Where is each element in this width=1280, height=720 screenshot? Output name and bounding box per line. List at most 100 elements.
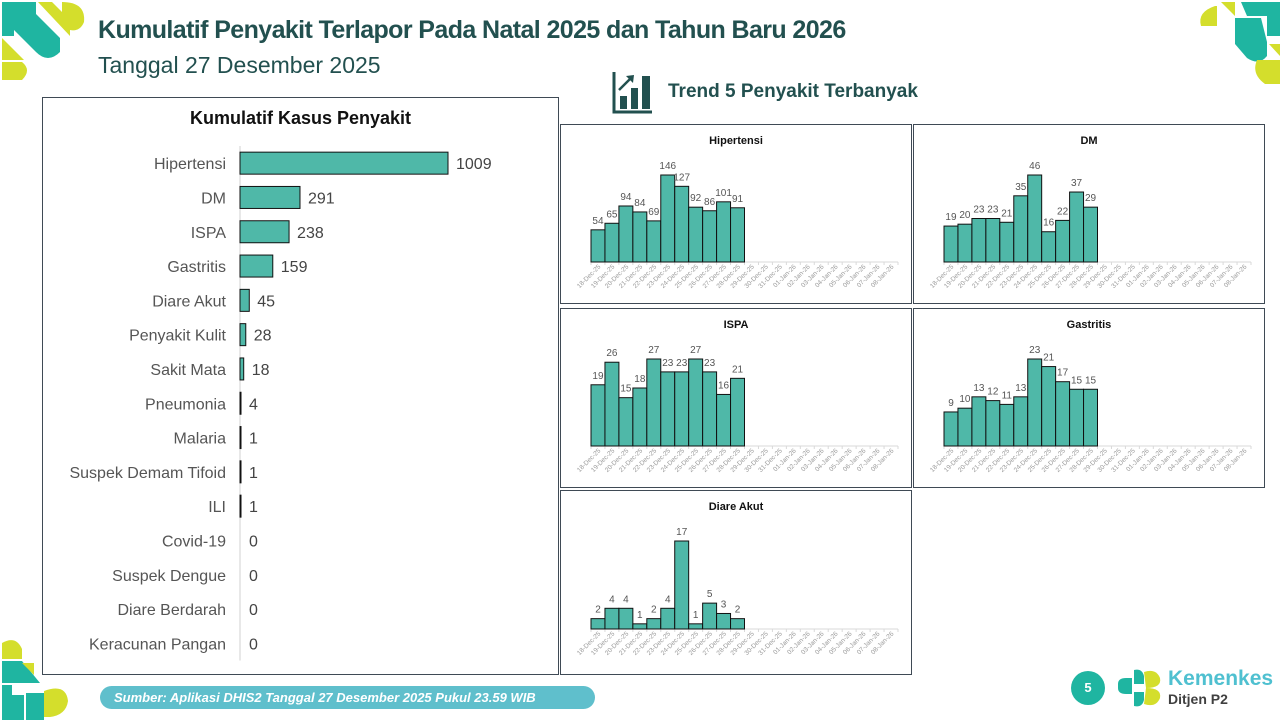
bar bbox=[239, 460, 242, 484]
bar bbox=[660, 174, 676, 263]
brand-name: Kemenkes bbox=[1168, 667, 1274, 690]
bar bbox=[688, 206, 704, 263]
trend-chart-title: Diare Akut bbox=[708, 501, 764, 513]
bar bbox=[957, 407, 973, 447]
bar bbox=[1069, 191, 1085, 263]
data-label: 21 bbox=[1043, 353, 1055, 364]
bar bbox=[239, 323, 247, 347]
category-label: Malaria bbox=[174, 431, 227, 448]
bar bbox=[1041, 231, 1057, 263]
bar bbox=[604, 361, 620, 447]
bar bbox=[674, 540, 690, 630]
bar bbox=[716, 612, 732, 630]
trend-chart-hipertensi-plot: 18-Dec-2519-Dec-2520-Dec-2521-Dec-2522-D… bbox=[576, 161, 899, 290]
trend-chart-hipertensi: Hipertensi 18-Dec-25 19-Dec-25 20-Dec-25 21… bbox=[560, 124, 912, 304]
cumulative-chart-panel: Kumulatif Kasus Penyakit Hipertensi 1009 D… bbox=[42, 97, 559, 675]
trend-chart-diare-akut: Diare Akut 18-Dec-25 19-Dec-25 20-Dec-25 21… bbox=[560, 490, 912, 675]
source-note: Sumber: Aplikasi DHIS2 Tanggal 27 Desemb… bbox=[100, 686, 595, 709]
trend-chart-title: DM bbox=[1080, 135, 1098, 147]
data-label: 13 bbox=[1015, 383, 1027, 394]
bar bbox=[999, 221, 1015, 263]
bar bbox=[999, 403, 1015, 447]
data-label: 92 bbox=[690, 193, 702, 204]
bar bbox=[702, 210, 718, 263]
category-label: Gastritis bbox=[167, 259, 226, 276]
value-label: 1009 bbox=[456, 156, 492, 173]
page-number-badge: 5 bbox=[1071, 671, 1105, 705]
bar bbox=[730, 618, 746, 630]
value-label: 0 bbox=[249, 533, 258, 550]
bar bbox=[632, 387, 648, 447]
data-label: 26 bbox=[606, 348, 618, 359]
data-label: 3 bbox=[721, 599, 727, 610]
bar bbox=[632, 211, 648, 263]
bar bbox=[1083, 206, 1099, 263]
category-label: Sakit Mata bbox=[150, 362, 226, 379]
bar bbox=[730, 377, 746, 447]
data-label: 91 bbox=[732, 194, 744, 205]
bar bbox=[632, 623, 648, 630]
bar bbox=[239, 426, 242, 450]
bar bbox=[646, 220, 662, 263]
bar bbox=[1055, 219, 1071, 263]
trend-chart-ispa-plot: 18-Dec-2519-Dec-2520-Dec-2521-Dec-2522-D… bbox=[576, 345, 899, 474]
category-label: Diare Akut bbox=[152, 293, 226, 310]
bar bbox=[618, 607, 634, 630]
bar bbox=[604, 222, 620, 263]
bar bbox=[618, 205, 634, 263]
data-label: 23 bbox=[973, 205, 985, 216]
bar bbox=[660, 371, 676, 447]
data-label: 18 bbox=[634, 374, 646, 385]
category-label: Diare Berdarah bbox=[118, 602, 227, 619]
data-label: 16 bbox=[718, 380, 730, 391]
data-label: 13 bbox=[973, 383, 985, 394]
bar bbox=[604, 607, 620, 630]
page-subtitle: Tanggal 27 Desember 2025 bbox=[98, 52, 381, 78]
data-label: 46 bbox=[1029, 161, 1041, 172]
logo-pattern-top-right-icon bbox=[1200, 2, 1280, 84]
value-label: 238 bbox=[297, 225, 324, 242]
data-label: 23 bbox=[987, 205, 999, 216]
bar bbox=[1027, 174, 1043, 263]
category-label: Suspek Demam Tifoid bbox=[69, 465, 226, 482]
data-label: 15 bbox=[620, 384, 632, 395]
category-label: Penyakit Kulit bbox=[129, 328, 226, 345]
bar bbox=[716, 201, 732, 263]
bar-chart-trend-icon bbox=[612, 72, 652, 114]
brand-subtitle: Ditjen P2 bbox=[1168, 691, 1228, 707]
data-label: 2 bbox=[735, 605, 741, 616]
data-label: 27 bbox=[648, 345, 660, 356]
bar bbox=[985, 218, 1001, 263]
data-label: 11 bbox=[1002, 390, 1013, 401]
bar bbox=[239, 494, 242, 518]
data-label: 4 bbox=[665, 594, 671, 605]
kemenkes-logo-icon bbox=[1118, 669, 1161, 707]
data-label: 12 bbox=[987, 387, 999, 398]
trend-chart-gastritis: Gastritis 18-Dec-25 19-Dec-25 20-Dec-25 21-… bbox=[913, 308, 1265, 488]
data-label: 21 bbox=[1001, 208, 1013, 219]
data-label: 127 bbox=[673, 172, 690, 183]
bar bbox=[1069, 388, 1085, 447]
data-label: 1 bbox=[637, 610, 643, 621]
data-label: 19 bbox=[945, 212, 957, 223]
bar bbox=[239, 151, 449, 175]
cumulative-bar-chart: Hipertensi 1009 DM 291 ISPA 238 Gastritis 159 Di… bbox=[69, 146, 492, 661]
bar bbox=[674, 371, 690, 447]
bar bbox=[1083, 388, 1099, 447]
data-label: 86 bbox=[704, 197, 716, 208]
data-label: 94 bbox=[620, 192, 632, 203]
bar bbox=[239, 185, 301, 209]
category-label: ILI bbox=[208, 499, 226, 516]
value-label: 28 bbox=[254, 328, 272, 345]
category-label: DM bbox=[201, 190, 226, 207]
category-label: Hipertensi bbox=[154, 156, 226, 173]
data-label: 15 bbox=[1085, 375, 1097, 386]
bar bbox=[702, 371, 718, 447]
bar bbox=[239, 254, 274, 278]
bar bbox=[716, 393, 732, 447]
bar bbox=[943, 225, 959, 263]
data-label: 16 bbox=[1043, 218, 1055, 229]
value-label: 0 bbox=[249, 602, 258, 619]
bar bbox=[590, 384, 606, 447]
trend-chart-gastritis-plot: 18-Dec-2519-Dec-2520-Dec-2521-Dec-2522-D… bbox=[929, 345, 1252, 474]
